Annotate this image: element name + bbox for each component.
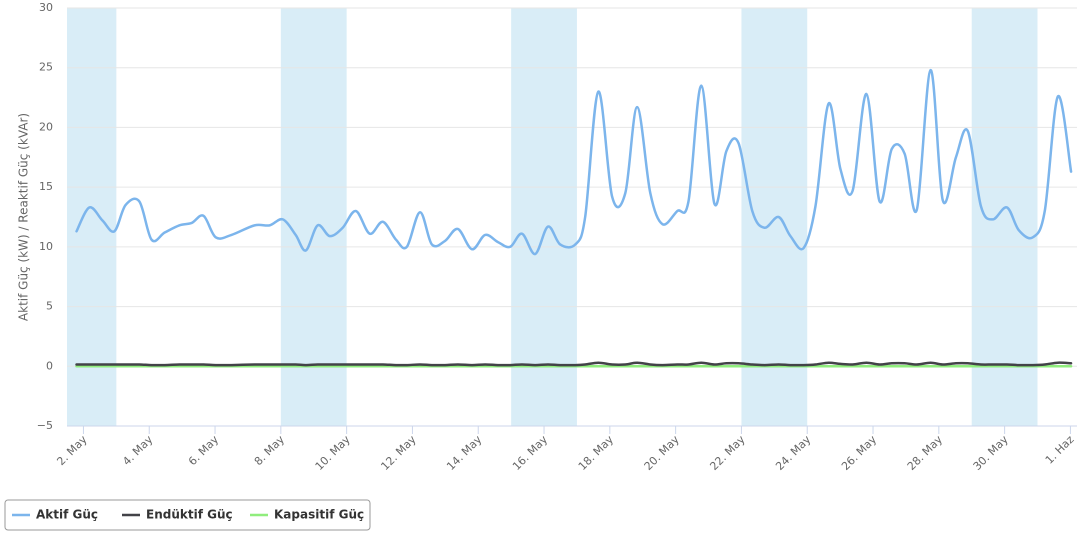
legend-label: Aktif Güç <box>36 508 98 522</box>
y-tick-label: 30 <box>39 1 53 14</box>
plot-band <box>741 8 808 426</box>
x-tick-label: 20. May <box>642 433 682 473</box>
plot-band <box>67 8 117 426</box>
legend-box <box>4 499 371 531</box>
x-tick-label: 4. May <box>120 433 156 469</box>
legend: Aktif Güç Endüktif Güç Kapasitif Güç <box>12 508 364 522</box>
plot-bands <box>67 8 1038 426</box>
y-tick-label: 0 <box>46 359 53 372</box>
x-tick-label: 28. May <box>905 433 945 473</box>
y-tick-label: 5 <box>46 300 53 313</box>
series-line <box>75 68 1073 256</box>
plot-band <box>971 8 1038 426</box>
x-tick-label: 8. May <box>252 433 288 469</box>
x-tick-label: 24. May <box>773 433 813 473</box>
y-tick-label: 10 <box>39 240 53 253</box>
plot-band <box>511 8 577 426</box>
x-tick-label: 10. May <box>313 433 353 473</box>
y-tick-label: 20 <box>39 120 53 133</box>
y-tick-label: 25 <box>39 61 53 74</box>
x-tick-label: 12. May <box>378 433 418 473</box>
y-tick-label: −5 <box>37 419 53 432</box>
x-tick-label: 16. May <box>510 433 550 473</box>
x-tick-label: 26. May <box>839 433 879 473</box>
x-tick-label: 14. May <box>444 433 484 473</box>
x-tick-label: 1. Haz <box>1043 433 1077 467</box>
x-tick-label: 22. May <box>707 433 747 473</box>
series-line <box>75 361 1073 367</box>
y-tick-label: 15 <box>39 180 53 193</box>
x-tick-label: 18. May <box>576 433 616 473</box>
x-tick-label: 6. May <box>186 433 222 469</box>
series-lines <box>75 68 1073 368</box>
legend-label: Kapasitif Güç <box>274 508 364 522</box>
x-tick-label: 2. May <box>54 433 90 469</box>
x-tick-label: 30. May <box>971 433 1011 473</box>
legend-label: Endüktif Güç <box>146 508 233 522</box>
y-axis-title: Aktif Güç (kW) / Reaktif Güç (kVAr) <box>17 113 31 321</box>
plot-band <box>280 8 347 426</box>
